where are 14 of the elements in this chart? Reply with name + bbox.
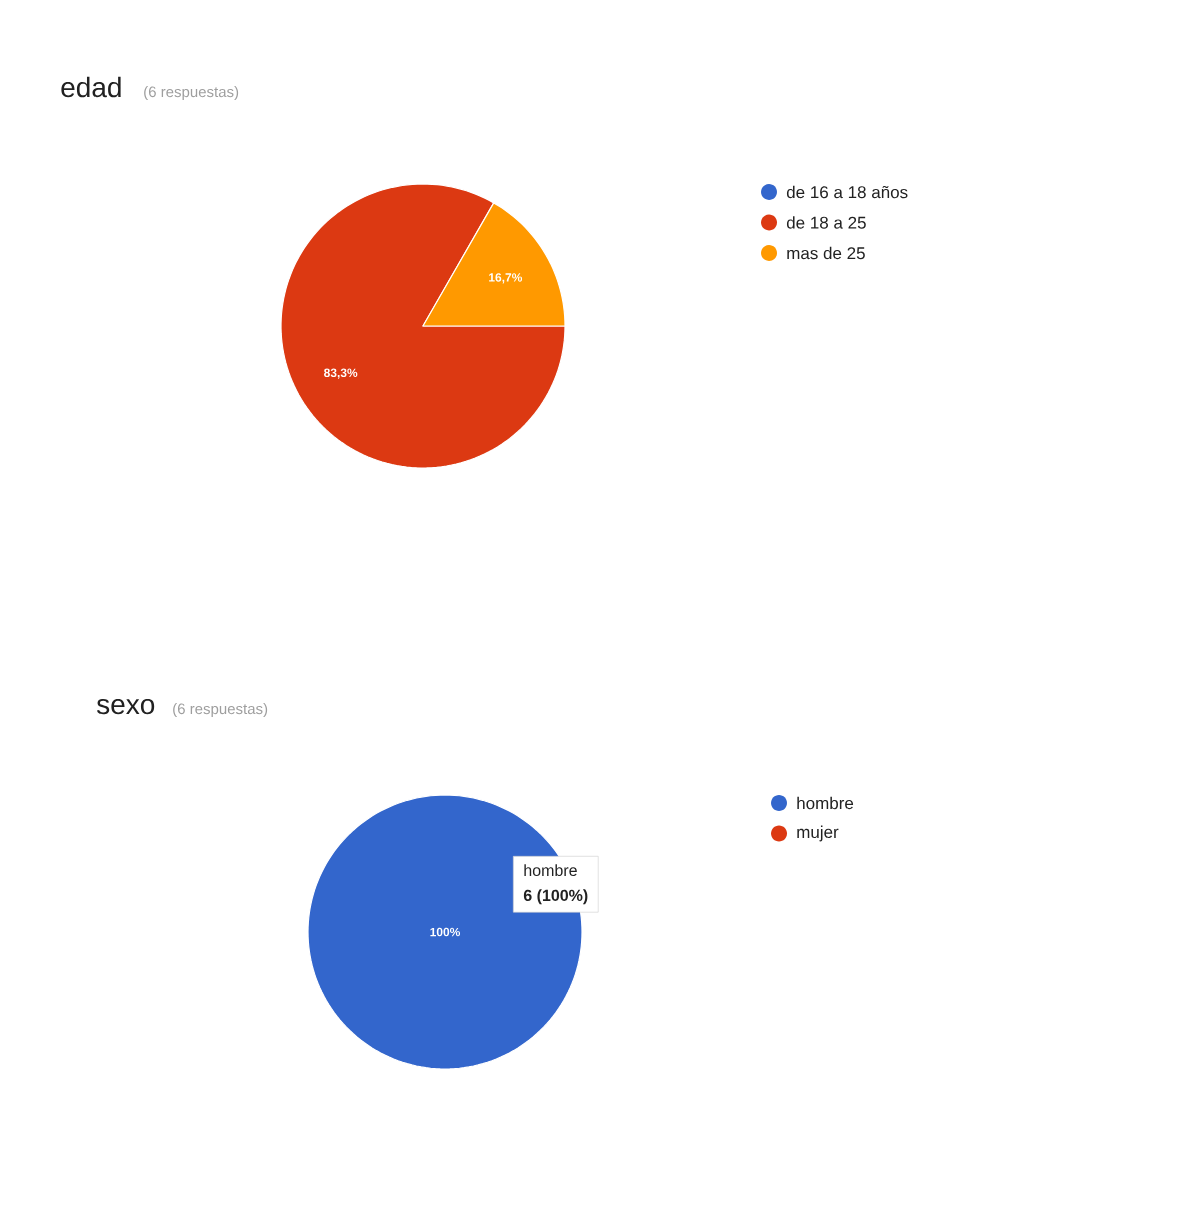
legend-label: hombre <box>797 796 854 810</box>
legend-label: mas de 25 <box>787 246 865 260</box>
data-label: 83,3% <box>324 368 358 379</box>
chart-subtitle: (6 respuestas) <box>144 86 239 101</box>
data-label: 16,7% <box>489 273 523 284</box>
chart-subtitle: (6 respuestas) <box>173 703 268 718</box>
legend-label: de 18 a 25 <box>786 216 866 229</box>
chart-title: sexo <box>96 698 155 715</box>
data-label: 100% <box>430 927 461 937</box>
text: 6 (100%) <box>523 889 588 905</box>
chart-title: edad <box>61 76 121 98</box>
legend-label: de 16 a 18 años <box>786 185 908 199</box>
text: hombre <box>524 864 577 877</box>
legend-label: mujer <box>797 825 839 842</box>
